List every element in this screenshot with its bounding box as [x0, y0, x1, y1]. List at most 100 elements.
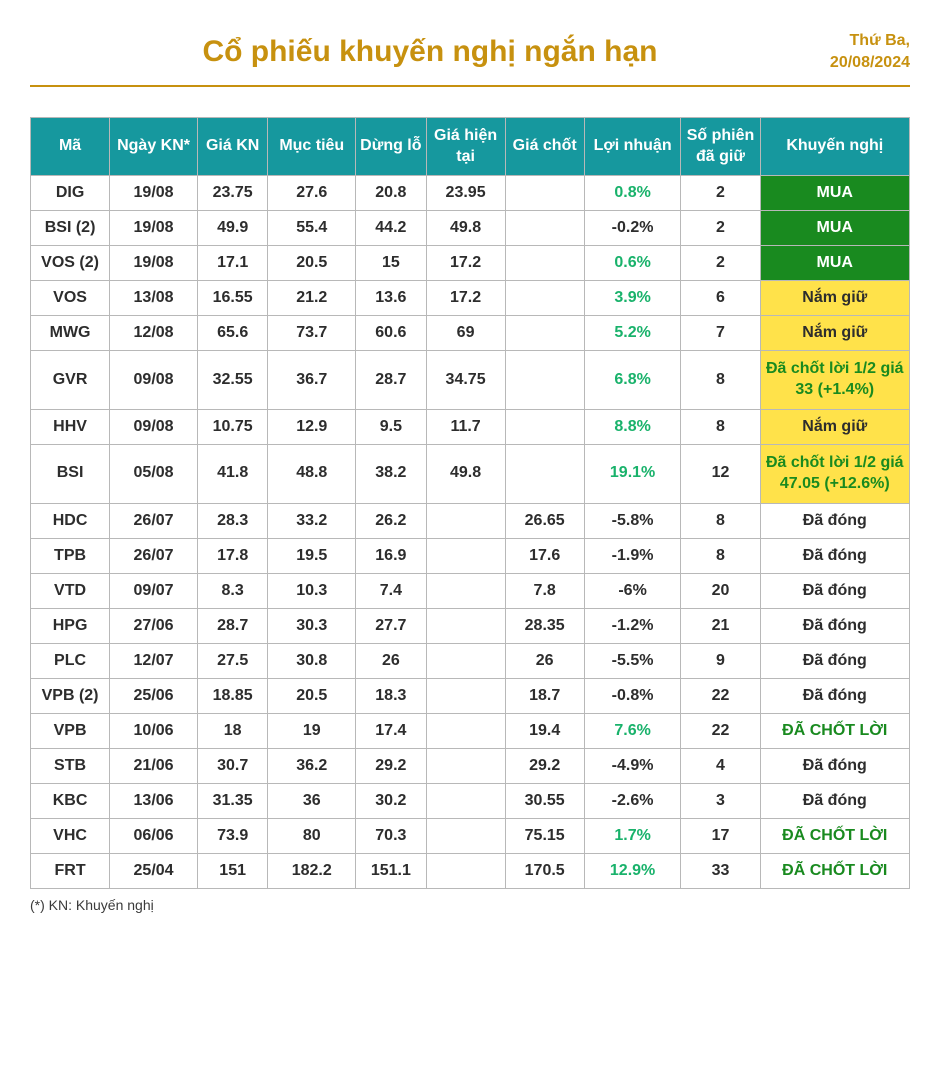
cell-ma: HDC	[31, 503, 110, 538]
table-head: Mã Ngày KN* Giá KN Mục tiêu Dừng lỗ Giá …	[31, 117, 910, 176]
cell-cls	[505, 281, 584, 316]
cell-cur: 69	[426, 316, 505, 351]
cell-kn: 17.1	[198, 246, 268, 281]
cell-tgt: 10.3	[268, 573, 356, 608]
cell-profit: 1.7%	[584, 818, 681, 853]
cell-profit: -5.8%	[584, 503, 681, 538]
cell-cur	[426, 713, 505, 748]
cell-kn: 32.55	[198, 351, 268, 410]
cell-kn: 16.55	[198, 281, 268, 316]
cell-recommendation: Đã đóng	[760, 538, 909, 573]
cell-date: 19/08	[110, 211, 198, 246]
cell-tgt: 48.8	[268, 444, 356, 503]
cell-sl: 18.3	[356, 678, 426, 713]
cell-ma: GVR	[31, 351, 110, 410]
cell-ma: VOS	[31, 281, 110, 316]
cell-sl: 7.4	[356, 573, 426, 608]
table-body: DIG19/0823.7527.620.823.950.8%2MUABSI (2…	[31, 176, 910, 888]
cell-ma: HHV	[31, 409, 110, 444]
cell-sl: 13.6	[356, 281, 426, 316]
cell-recommendation: Đã đóng	[760, 748, 909, 783]
cell-ma: VPB	[31, 713, 110, 748]
cell-tgt: 36.7	[268, 351, 356, 410]
cell-cur	[426, 538, 505, 573]
cell-cls: 28.35	[505, 608, 584, 643]
table-row: HHV09/0810.7512.99.511.78.8%8Nắm giữ	[31, 409, 910, 444]
cell-cls	[505, 246, 584, 281]
date-value: 20/08/2024	[830, 52, 910, 74]
cell-recommendation: MUA	[760, 176, 909, 211]
cell-cur: 23.95	[426, 176, 505, 211]
cell-profit: 19.1%	[584, 444, 681, 503]
cell-tgt: 80	[268, 818, 356, 853]
cell-cls	[505, 211, 584, 246]
cell-cur	[426, 853, 505, 888]
cell-tgt: 27.6	[268, 176, 356, 211]
cell-date: 10/06	[110, 713, 198, 748]
cell-cur: 17.2	[426, 281, 505, 316]
cell-recommendation: Đã đóng	[760, 573, 909, 608]
cell-date: 19/08	[110, 176, 198, 211]
cell-sl: 38.2	[356, 444, 426, 503]
cell-tgt: 30.3	[268, 608, 356, 643]
cell-sessions: 8	[681, 351, 760, 410]
col-ma: Mã	[31, 117, 110, 176]
cell-recommendation: Đã đóng	[760, 608, 909, 643]
cell-ma: KBC	[31, 783, 110, 818]
cell-cls	[505, 444, 584, 503]
cell-cls	[505, 176, 584, 211]
cell-ma: MWG	[31, 316, 110, 351]
cell-ma: HPG	[31, 608, 110, 643]
cell-kn: 151	[198, 853, 268, 888]
cell-kn: 10.75	[198, 409, 268, 444]
cell-cur: 17.2	[426, 246, 505, 281]
col-p: Lợi nhuận	[584, 117, 681, 176]
col-tgt: Mục tiêu	[268, 117, 356, 176]
cell-tgt: 36	[268, 783, 356, 818]
cell-recommendation: MUA	[760, 211, 909, 246]
table-row: STB21/0630.736.229.229.2-4.9%4Đã đóng	[31, 748, 910, 783]
page-title: Cổ phiếu khuyến nghị ngắn hạn	[30, 35, 830, 69]
cell-cur	[426, 783, 505, 818]
cell-profit: 12.9%	[584, 853, 681, 888]
cell-tgt: 20.5	[268, 678, 356, 713]
cell-sl: 27.7	[356, 608, 426, 643]
cell-date: 25/04	[110, 853, 198, 888]
stock-table: Mã Ngày KN* Giá KN Mục tiêu Dừng lỗ Giá …	[30, 117, 910, 889]
cell-kn: 8.3	[198, 573, 268, 608]
cell-cls: 18.7	[505, 678, 584, 713]
cell-profit: -4.9%	[584, 748, 681, 783]
cell-cls: 75.15	[505, 818, 584, 853]
cell-sl: 9.5	[356, 409, 426, 444]
cell-ma: VHC	[31, 818, 110, 853]
cell-ma: BSI	[31, 444, 110, 503]
cell-kn: 28.7	[198, 608, 268, 643]
cell-profit: 0.6%	[584, 246, 681, 281]
cell-sessions: 22	[681, 713, 760, 748]
header-row: Mã Ngày KN* Giá KN Mục tiêu Dừng lỗ Giá …	[31, 117, 910, 176]
cell-recommendation: Đã đóng	[760, 783, 909, 818]
cell-date: 21/06	[110, 748, 198, 783]
divider	[30, 85, 910, 87]
cell-kn: 18.85	[198, 678, 268, 713]
cell-sl: 26	[356, 643, 426, 678]
table-row: HPG27/0628.730.327.728.35-1.2%21Đã đóng	[31, 608, 910, 643]
cell-cur: 49.8	[426, 211, 505, 246]
cell-profit: 8.8%	[584, 409, 681, 444]
cell-ma: BSI (2)	[31, 211, 110, 246]
cell-tgt: 55.4	[268, 211, 356, 246]
cell-sl: 28.7	[356, 351, 426, 410]
cell-sessions: 20	[681, 573, 760, 608]
cell-tgt: 30.8	[268, 643, 356, 678]
header: Cổ phiếu khuyến nghị ngắn hạn Thứ Ba, 20…	[30, 30, 910, 75]
table-row: FRT25/04151182.2151.1170.512.9%33ĐÃ CHỐT…	[31, 853, 910, 888]
cell-tgt: 21.2	[268, 281, 356, 316]
cell-recommendation: Đã chốt lời 1/2 giá 33 (+1.4%)	[760, 351, 909, 410]
cell-profit: 6.8%	[584, 351, 681, 410]
cell-date: 12/08	[110, 316, 198, 351]
cell-profit: -5.5%	[584, 643, 681, 678]
cell-date: 06/06	[110, 818, 198, 853]
cell-date: 13/06	[110, 783, 198, 818]
cell-kn: 17.8	[198, 538, 268, 573]
col-sl: Dừng lỗ	[356, 117, 426, 176]
